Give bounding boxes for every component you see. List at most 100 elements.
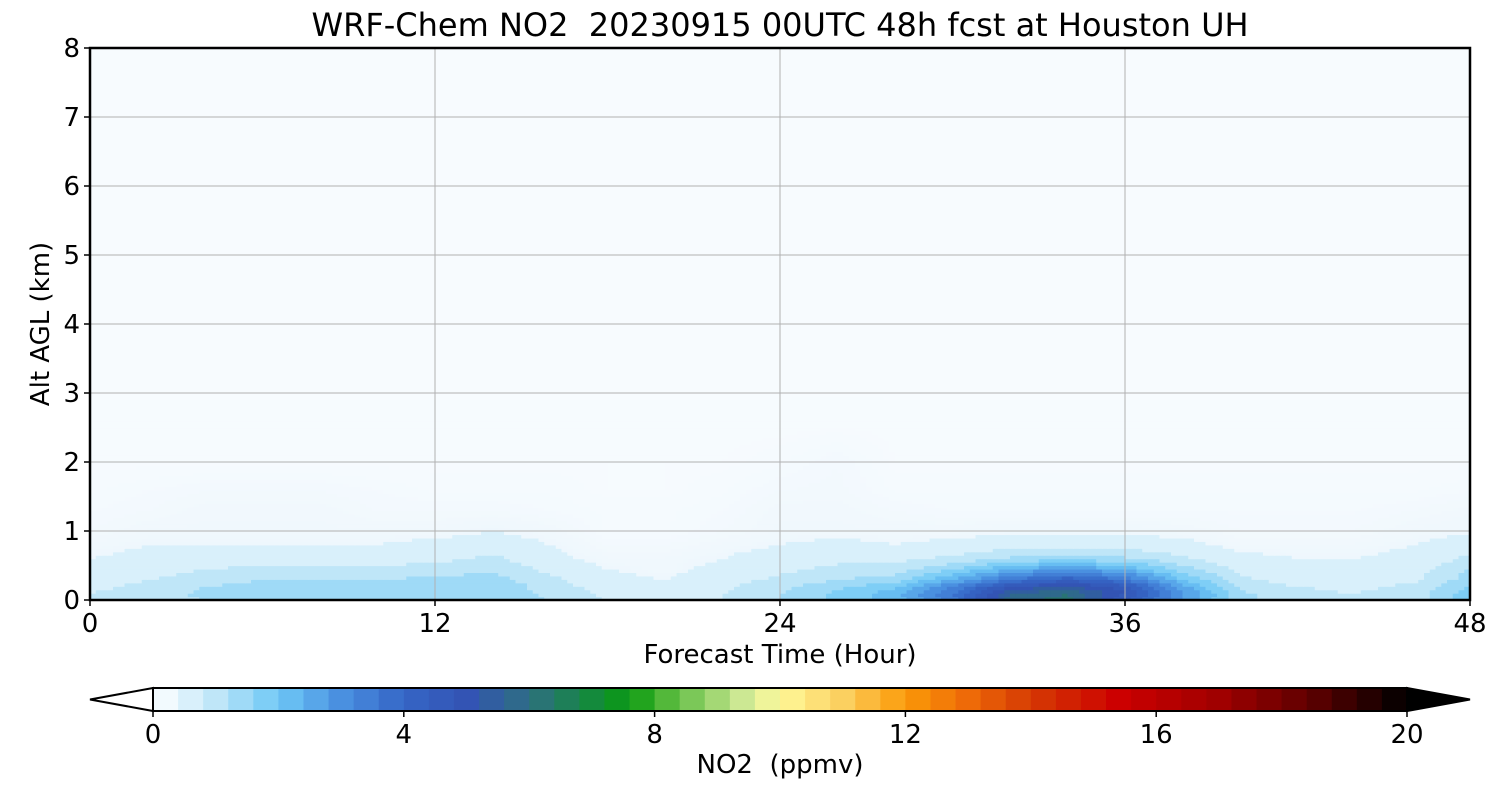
- heatmap-cell: [469, 544, 476, 549]
- heatmap-cell: [527, 582, 534, 587]
- heatmap-cell: [279, 582, 287, 587]
- heatmap-cell: [435, 558, 442, 563]
- heatmap-cell: [1464, 572, 1471, 577]
- heatmap-cell: [1332, 565, 1339, 570]
- heatmap-cell: [228, 596, 235, 601]
- heatmap-cell: [1355, 548, 1362, 553]
- heatmap-cell: [590, 593, 597, 598]
- heatmap-cell: [981, 565, 988, 570]
- heatmap-cell: [946, 555, 954, 560]
- heatmap-cell: [958, 572, 965, 577]
- heatmap-cell: [1441, 548, 1448, 553]
- heatmap-cell: [164, 589, 172, 594]
- heatmap-cell: [1090, 551, 1097, 556]
- heatmap-cell: [452, 582, 459, 587]
- heatmap-cell: [118, 575, 126, 580]
- heatmap-cell: [877, 568, 885, 573]
- heatmap-cell: [952, 555, 959, 560]
- heatmap-cell: [1044, 527, 1051, 532]
- heatmap-cell: [1038, 586, 1046, 591]
- heatmap-cell: [136, 572, 143, 577]
- heatmap-cell: [446, 582, 453, 587]
- heatmap-cell: [636, 541, 643, 546]
- heatmap-cell: [693, 589, 701, 594]
- heatmap-cell: [239, 593, 246, 598]
- heatmap-cell: [728, 531, 735, 536]
- heatmap-cell: [642, 548, 649, 553]
- heatmap-cell: [1222, 534, 1230, 539]
- heatmap-cell: [1372, 582, 1379, 587]
- heatmap-cell: [383, 531, 390, 536]
- heatmap-cell: [366, 586, 373, 591]
- heatmap-cell: [486, 548, 494, 553]
- heatmap-cell: [831, 596, 839, 601]
- heatmap-cell: [688, 558, 695, 563]
- heatmap-cell: [808, 548, 816, 553]
- heatmap-cell: [325, 544, 333, 549]
- heatmap-cell: [745, 531, 752, 536]
- heatmap-cell: [400, 568, 407, 573]
- heatmap-cell: [1222, 527, 1230, 532]
- heatmap-cell: [716, 527, 724, 532]
- heatmap-cell: [791, 582, 798, 587]
- heatmap-cell: [624, 596, 632, 601]
- heatmap-cell: [665, 551, 672, 556]
- heatmap-cell: [929, 534, 936, 539]
- heatmap-cell: [883, 589, 890, 594]
- heatmap-cell: [1033, 548, 1040, 553]
- heatmap-cell: [619, 575, 626, 580]
- heatmap-cell: [348, 568, 356, 573]
- heatmap-cell: [1389, 531, 1396, 536]
- heatmap-cell: [900, 586, 908, 591]
- heatmap-cell: [619, 555, 626, 560]
- heatmap-cell: [1291, 575, 1299, 580]
- heatmap-cell: [182, 531, 189, 536]
- heatmap-cell: [1372, 572, 1379, 577]
- heatmap-cell: [567, 555, 574, 560]
- heatmap-cell: [1113, 551, 1120, 556]
- heatmap-cell: [624, 531, 632, 536]
- heatmap-cell: [1205, 551, 1212, 556]
- heatmap-cell: [803, 544, 810, 549]
- heatmap-cell: [941, 565, 948, 570]
- heatmap-cell: [992, 572, 1000, 577]
- heatmap-cell: [791, 537, 798, 542]
- heatmap-cell: [716, 586, 724, 591]
- heatmap-cell: [1418, 575, 1425, 580]
- heatmap-cell: [751, 558, 758, 563]
- heatmap-cell: [107, 593, 114, 598]
- heatmap-cell: [630, 572, 637, 577]
- heatmap-cell: [1412, 572, 1419, 577]
- heatmap-cell: [1355, 586, 1362, 591]
- heatmap-cell: [992, 568, 1000, 573]
- heatmap-cell: [400, 537, 407, 542]
- heatmap-cell: [1211, 565, 1218, 570]
- heatmap-cell: [1464, 534, 1471, 539]
- heatmap-cell: [555, 579, 563, 584]
- heatmap-cell: [538, 527, 545, 532]
- heatmap-cell: [423, 548, 430, 553]
- heatmap-cell: [210, 579, 218, 584]
- heatmap-cell: [946, 537, 954, 542]
- heatmap-cell: [291, 548, 298, 553]
- heatmap-cell: [1378, 579, 1385, 584]
- heatmap-cell: [176, 582, 183, 587]
- heatmap-cell: [331, 589, 338, 594]
- heatmap-cell: [297, 541, 304, 546]
- heatmap-cell: [239, 544, 246, 549]
- heatmap-cell: [1136, 544, 1143, 549]
- heatmap-cell: [538, 551, 545, 556]
- heatmap-cell: [981, 541, 988, 546]
- heatmap-cell: [745, 537, 752, 542]
- heatmap-cell: [958, 527, 965, 532]
- heatmap-cell: [670, 537, 678, 542]
- heatmap-cell: [1309, 586, 1316, 591]
- heatmap-cell: [1458, 541, 1465, 546]
- heatmap-cell: [935, 541, 942, 546]
- heatmap-cell: [814, 548, 821, 553]
- heatmap-cell: [1464, 558, 1471, 563]
- heatmap-cell: [141, 527, 149, 532]
- heatmap-cell: [590, 596, 597, 601]
- heatmap-cell: [1159, 562, 1166, 567]
- heatmap-cell: [1355, 558, 1362, 563]
